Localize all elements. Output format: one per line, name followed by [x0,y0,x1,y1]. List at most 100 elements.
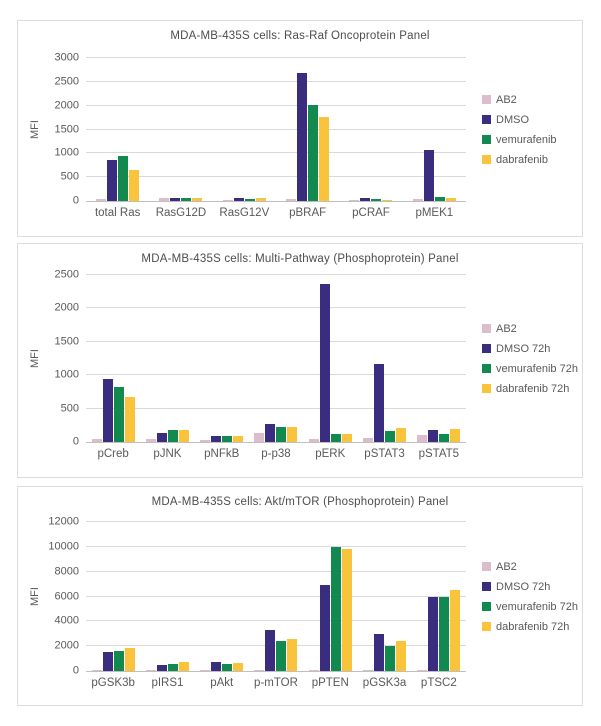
x-axis-label: pIRS1 [151,677,184,689]
y-tick-label: 2500 [54,268,79,281]
bar [396,640,407,671]
bar [286,199,297,201]
legend-item: dabrafenib 72h [482,383,578,395]
y-tick-label: 8000 [54,565,79,578]
bar [412,198,423,201]
x-axis-label: pNFkB [204,448,240,460]
bar [113,650,124,671]
x-axis-label: pCRAF [352,207,390,219]
y-axis-title: MFI [29,120,41,139]
bar [233,663,244,671]
bar [211,436,222,442]
bar [439,434,450,442]
bar-groups [86,58,466,201]
y-axis-ticks: 0 500 1000 1500 2000 2500 [44,269,86,447]
bar-group [254,275,298,442]
legend-swatch-icon [482,364,491,373]
bar [254,669,265,671]
bar [287,638,298,671]
y-axis-title: MFI [29,587,41,606]
legend-item: vemurafenib 72h [482,363,578,375]
bar [396,428,407,442]
bar [360,198,371,201]
x-axis-label: pPTEN [311,677,349,689]
plot-area [86,274,466,443]
legend: AB2 DMSO vemurafenib dabrafenib [482,58,557,201]
y-tick-label: 2500 [54,75,79,88]
x-axis-labels: pGSK3b pIRS1 pAkt p-mTOR pPTEN pGSK3a pTSC2 [86,677,466,689]
bar [450,590,461,671]
bar [434,197,445,201]
x-axis-label: RasG12V [219,207,270,219]
legend-label: dabrafenib 72h [496,620,570,633]
legend-swatch-icon [482,602,491,611]
bar-group [286,58,330,201]
y-axis-ticks: 0 2000 4000 6000 8000 10000 12000 [44,516,86,676]
chart-body: MFI 0 500 1000 1500 2000 2500 3000 total Ras Ra… [18,52,582,219]
x-axis-labels: total Ras RasG12D RasG12V pBRAF pCRAF pMEK1 [86,207,466,219]
x-axis-label: pSTAT5 [418,448,460,460]
bar-groups [86,522,466,671]
y-tick-label: 1500 [54,123,79,135]
legend-item: AB2 [482,561,578,573]
gridline [86,340,466,342]
bar [192,198,203,201]
x-axis-label: p-p38 [261,448,291,460]
gridline [86,176,466,178]
bar-group [145,522,189,671]
bar [417,670,428,671]
bar [178,661,189,671]
x-axis-label: p-mTOR [254,677,298,689]
bar [107,159,118,201]
bar-group [91,275,135,442]
gridline [86,307,466,309]
gridline [86,570,466,572]
chart-panel-ras-raf: MDA-MB-435S cells: Ras-Raf Oncoprotein P… [17,20,583,237]
bar-group [91,522,135,671]
bar [170,198,181,201]
bar [385,431,396,442]
gridline [86,407,466,409]
bar [450,429,461,442]
legend-item: DMSO [482,114,557,126]
chart-panel-multi-pathway: MDA-MB-435S cells: Multi-Pathway (Phosph… [17,243,583,478]
legend-label: vemurafenib 72h [496,600,578,613]
chart-body: MFI 0 500 1000 1500 2000 2500 pCreb pJNK pNFkB p… [18,269,582,460]
legend-swatch-icon [482,582,491,591]
y-tick-label: 0 [72,435,79,448]
legend-label: DMSO 72h [496,342,551,355]
bar [156,432,167,442]
legend-item: dabrafenib 72h [482,621,578,633]
chart-title: MDA-MB-435S cells: Multi-Pathway (Phosph… [141,253,459,265]
x-axis-label: pMEK1 [415,207,454,219]
legend-swatch-icon [482,384,491,393]
x-axis-label: pBRAF [289,207,327,219]
legend-item: DMSO 72h [482,343,578,355]
y-tick-label: 2000 [54,99,79,112]
legend: AB2 DMSO 72h vemurafenib 72h dabrafenib 72h [482,522,578,671]
y-tick-label: 1500 [54,335,79,348]
y-tick-label: 4000 [54,614,79,627]
bar-group [363,522,407,671]
bar [159,197,170,201]
gridline [86,645,466,647]
bar [374,363,385,442]
bar-group [308,275,352,442]
bar [222,664,233,671]
bar [96,198,107,201]
bar [211,661,222,671]
legend-label: DMSO 72h [496,580,551,593]
legend-swatch-icon [482,344,491,353]
x-axis-label: pTSC2 [420,677,457,689]
legend-label: AB2 [496,560,517,573]
x-axis-label: pCreb [97,448,129,460]
bar [371,198,382,201]
gridline [86,104,466,106]
legend: AB2 DMSO 72h vemurafenib 72h dabrafenib 72h [482,275,578,442]
bar [287,426,298,442]
bar [297,73,308,201]
bar-group [145,275,189,442]
legend-label: AB2 [496,93,517,106]
bar-group [417,275,461,442]
